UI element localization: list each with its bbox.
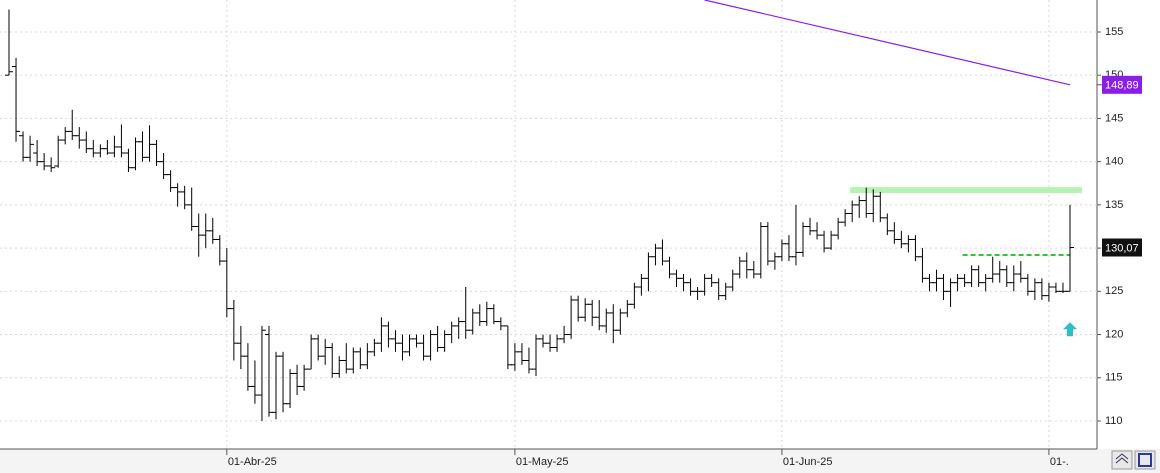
x-tick-label: 01-.	[1050, 456, 1069, 468]
scroll-icon	[1115, 453, 1129, 464]
trend-price-box	[1102, 75, 1142, 94]
x-axis-strip	[0, 449, 1160, 473]
trend-price-label: 148,89	[1105, 80, 1139, 92]
y-tick-label: 120	[1105, 328, 1123, 340]
y-tick-label: 145	[1105, 112, 1123, 124]
y-tick-label: 125	[1105, 285, 1123, 297]
signal-arrow	[1063, 322, 1077, 337]
y-tick-label: 155	[1105, 26, 1123, 38]
x-tick-label: 01-May-25	[516, 456, 569, 468]
y-tick-label: 140	[1105, 156, 1123, 168]
last-price-box	[1102, 238, 1142, 257]
save-icon	[1138, 453, 1152, 467]
y-tick-label: 115	[1105, 372, 1123, 384]
y-tick-label: 110	[1105, 415, 1123, 427]
trendline	[704, 0, 1071, 86]
last-price-label: 130,07	[1105, 242, 1139, 254]
scroll-button[interactable]	[1111, 450, 1133, 470]
x-tick-label: 01-Abr-25	[228, 456, 277, 468]
y-tick-label: 135	[1105, 199, 1123, 211]
x-tick-label: 01-Jun-25	[783, 456, 833, 468]
